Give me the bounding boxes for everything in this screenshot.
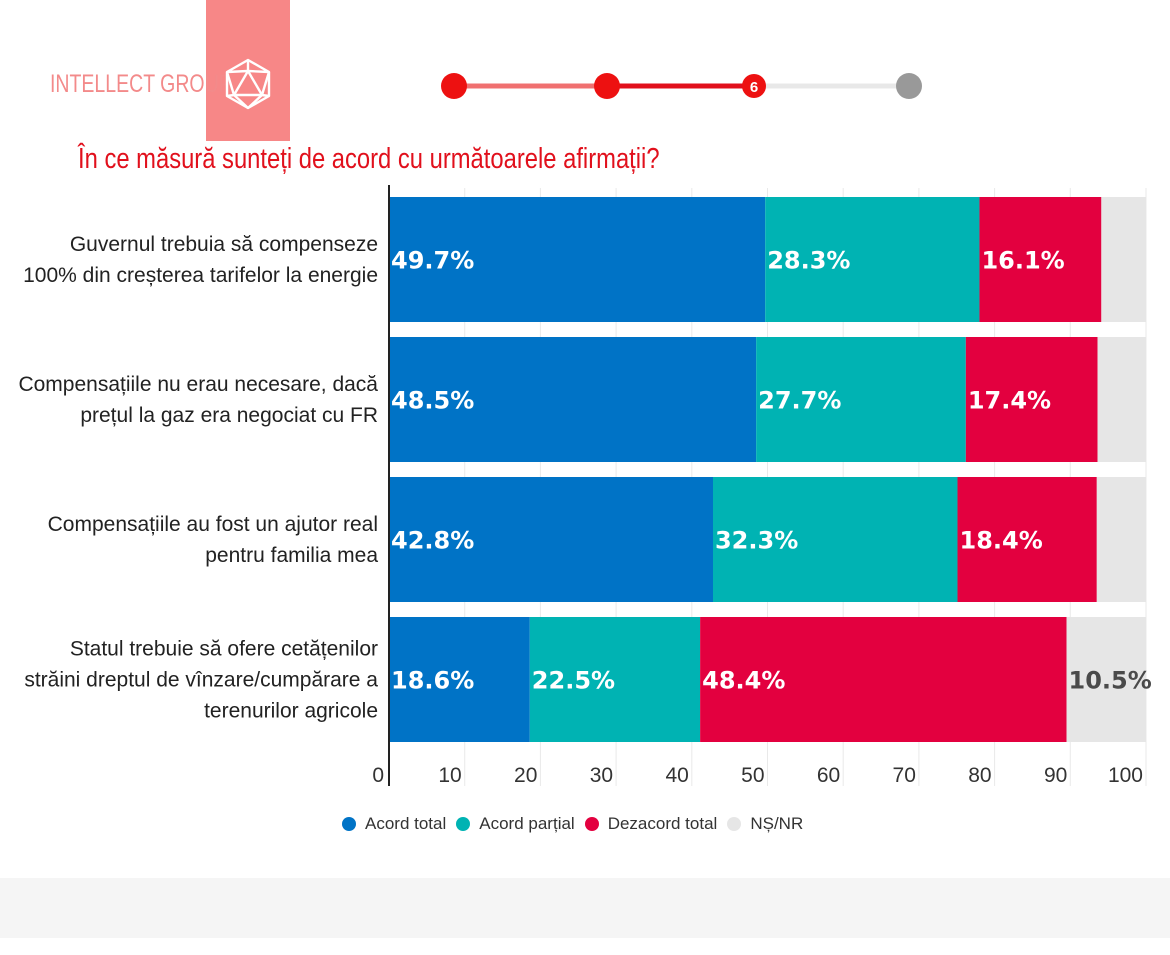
x-tick-label-40: 40 (665, 764, 688, 787)
data-label-3-3: 18.4% (960, 527, 1043, 555)
data-label-4-2: 22.5% (532, 667, 615, 695)
footer-band (0, 878, 1170, 938)
data-label-2-3: 17.4% (968, 387, 1051, 415)
category-label-1-1: Guvernul trebuia să compenseze (70, 233, 378, 256)
bar-1-4 (1101, 197, 1146, 322)
bar-1-3 (979, 197, 1102, 322)
data-label-2-2: 27.7% (758, 387, 841, 415)
bar-4-2 (529, 617, 701, 742)
bar-3-2 (712, 477, 958, 602)
legend-item-4: NȘ/NR (727, 814, 803, 834)
stepper-step-4 (896, 73, 922, 99)
category-label-3-2: pentru familia mea (205, 544, 378, 567)
x-tick-label-20: 20 (514, 764, 537, 787)
bar-3-1 (389, 477, 713, 602)
legend-dot-icon (584, 817, 599, 831)
legend-dot-icon (727, 817, 742, 831)
stepper-step-2 (594, 73, 620, 99)
legend-item-3: Dezacord total (584, 814, 718, 834)
x-tick-label-100: 100 (1108, 764, 1143, 787)
legend-label: Acord parțial (479, 814, 575, 833)
data-label-1-3: 16.1% (981, 247, 1064, 275)
data-label-3-2: 32.3% (715, 527, 798, 555)
data-label-4-4: 10.5% (1069, 667, 1152, 695)
legend-label: Dezacord total (607, 814, 718, 833)
data-label-2-1: 48.5% (391, 387, 474, 415)
category-label-4-3: terenurilor agricole (204, 700, 378, 723)
data-label-4-3: 48.4% (702, 667, 785, 695)
bar-2-3 (965, 337, 1098, 462)
x-tick-label-60: 60 (817, 764, 840, 787)
category-label-3-1: Compensațiile au fost un ajutor real (48, 513, 378, 536)
legend-item-1: Acord total (342, 814, 446, 834)
legend-dot-icon (342, 817, 356, 831)
stepper-step-3-label: 6 (750, 79, 758, 96)
x-tick-label-30: 30 (590, 764, 613, 787)
category-label-4-1: Statul trebuie să ofere cetățenilor (70, 638, 378, 661)
x-tick-label-50: 50 (741, 764, 764, 787)
data-label-4-1: 18.6% (391, 667, 474, 695)
bar-3-4 (1096, 477, 1146, 602)
category-label-1-2: 100% din creșterea tarifelor la energie (23, 264, 378, 287)
icosahedron-icon (225, 58, 271, 110)
category-label-2-1: Compensațiile nu erau necesare, dacă (18, 373, 378, 396)
stacked-bar-chart: 49.7% 28.3% 16.1% Guvernul trebuia să compe… (18, 185, 1152, 787)
category-label-4-2: străini dreptul de vînzare/cumpărare a (24, 669, 378, 692)
data-label-1-1: 49.7% (391, 247, 474, 275)
bar-4-1 (389, 617, 530, 742)
x-tick-label-70: 70 (893, 764, 916, 787)
chart-legend: Acord total Acord parțial Dezacord total NȘ… (342, 813, 813, 835)
x-tick-label-80: 80 (968, 764, 991, 787)
legend-label: Acord total (365, 814, 447, 833)
chart-title: În ce măsură sunteți de acord cu următoa… (78, 143, 660, 175)
bar-2-4 (1097, 337, 1146, 462)
bar-2-1 (389, 337, 757, 462)
category-label-2-2: prețul la gaz era negociat cu FR (80, 404, 378, 427)
bar-1-1 (389, 197, 766, 322)
progress-stepper: 6 (441, 73, 922, 99)
legend-dot-icon (456, 817, 471, 831)
bar-4-3 (700, 617, 1067, 742)
stepper-step-1 (441, 73, 467, 99)
x-tick-label-90: 90 (1044, 764, 1067, 787)
bar-2-2 (756, 337, 966, 462)
brand-name: INTELLECT GROUP (50, 70, 232, 98)
x-tick-label-10: 10 (438, 764, 461, 787)
bar-3-3 (957, 477, 1097, 602)
legend-label: NȘ/NR (750, 814, 804, 833)
bar-4-4 (1066, 617, 1146, 742)
stepper-step-3 (742, 74, 766, 98)
data-label-3-1: 42.8% (391, 527, 474, 555)
x-tick-label-0: 0 (372, 764, 384, 787)
legend-item-2: Acord parțial (456, 814, 575, 834)
data-label-1-2: 28.3% (767, 247, 850, 275)
bar-1-2 (765, 197, 980, 322)
